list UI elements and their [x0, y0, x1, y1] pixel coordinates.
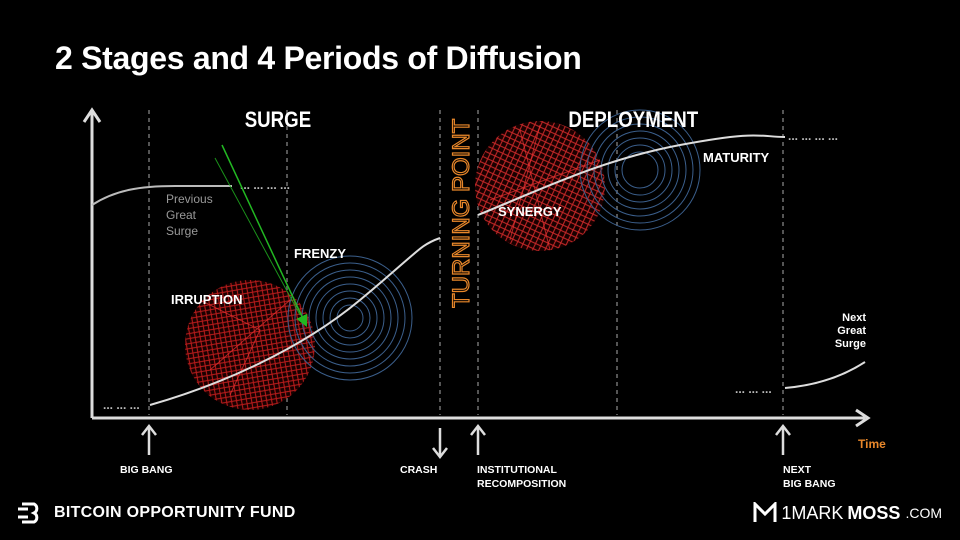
event-label-big-bang: BIG BANG: [120, 464, 173, 476]
brand-main: MOSS: [847, 502, 901, 523]
irruption-blob: [185, 280, 315, 410]
event-label-next-big-bang: BIG BANG: [783, 478, 836, 490]
period-label-maturity: MATURITY: [703, 150, 770, 165]
footer-brand: 1MARK MOSS .COM: [753, 502, 942, 524]
page-title: 2 Stages and 4 Periods of Diffusion: [55, 40, 582, 76]
svg-text:... ... ... ...: ... ... ... ...: [240, 178, 290, 192]
footer-fund-name: BITCOIN OPPORTUNITY FUND: [54, 504, 296, 521]
event-label-next: NEXT: [783, 464, 812, 476]
svg-text:... ... ...: ... ... ...: [103, 398, 140, 412]
turning-point-label: TURNING POINT: [448, 118, 475, 308]
surge-curve: [149, 237, 441, 406]
x-axis-label: Time: [858, 437, 886, 451]
stage-label-deployment: DEPLOYMENT: [568, 109, 698, 133]
previous-surge-curve: [91, 185, 232, 206]
deployment-curve: [477, 134, 786, 216]
period-label-synergy: SYNERGY: [498, 204, 562, 219]
svg-text:Surge: Surge: [835, 338, 866, 350]
period-label-irruption: IRRUPTION: [171, 292, 243, 307]
event-label-recomposition: RECOMPOSITION: [477, 478, 566, 490]
event-arrows: [141, 423, 791, 460]
brand-suffix: .COM: [905, 505, 942, 521]
brand-prefix: 1MARK: [781, 502, 844, 523]
svg-text:... ... ... ...: ... ... ... ...: [788, 129, 838, 143]
svg-text:Great: Great: [166, 208, 197, 222]
bitcoin-fund-icon: [18, 502, 39, 524]
synergy-blob: [475, 121, 605, 251]
green-arrow: [221, 144, 308, 328]
previous-surge-label: Previous Great Surge: [166, 192, 213, 238]
stage-label-surge: SURGE: [245, 109, 311, 133]
svg-text:Great: Great: [837, 325, 866, 337]
next-surge-curve: [784, 361, 866, 389]
axes: [82, 107, 871, 428]
next-surge-label: Next Great Surge: [835, 312, 867, 350]
svg-text:Surge: Surge: [166, 224, 198, 238]
svg-text:Previous: Previous: [166, 192, 213, 206]
footer-fund-logo: BITCOIN OPPORTUNITY FUND: [18, 500, 296, 526]
mark-moss-logo-icon: [753, 502, 777, 522]
svg-text:Next: Next: [842, 312, 866, 324]
svg-text:... ... ...: ... ... ...: [735, 382, 772, 396]
event-label-institutional: INSTITUTIONAL: [477, 464, 557, 476]
period-label-frenzy: FRENZY: [294, 246, 346, 261]
event-label-crash: CRASH: [400, 464, 437, 476]
